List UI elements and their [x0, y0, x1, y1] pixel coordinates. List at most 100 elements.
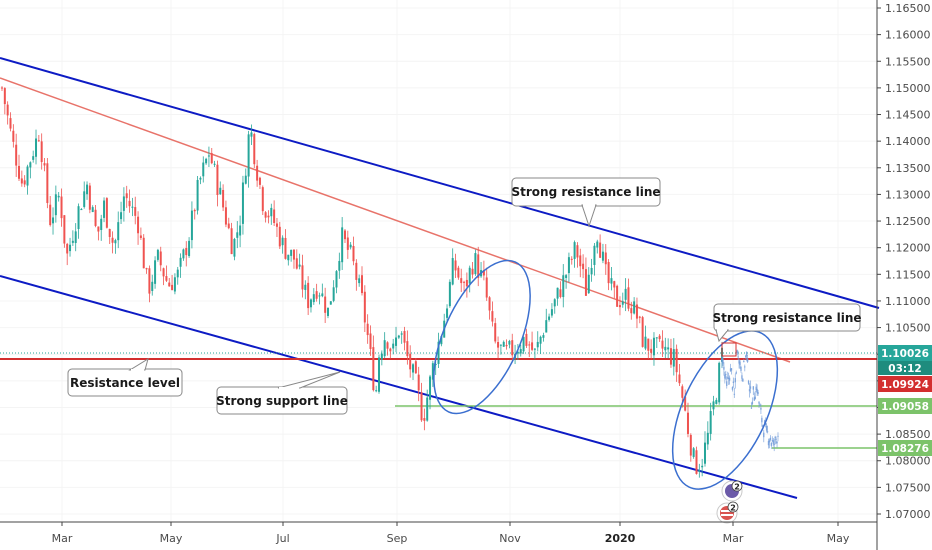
- candle-body: [647, 338, 650, 351]
- candle-body: [409, 353, 412, 370]
- candle-body: [12, 130, 15, 142]
- projection-body: [759, 404, 761, 406]
- candle-body: [83, 191, 86, 207]
- support-price-label-2: 1.08276: [878, 440, 932, 456]
- candle-body: [488, 297, 491, 311]
- candle-body: [596, 241, 599, 248]
- x-tick-label: Jul: [275, 532, 289, 545]
- candle-body: [709, 411, 712, 434]
- projection-body: [750, 407, 753, 409]
- candle-body: [652, 337, 655, 356]
- candle-body: [341, 227, 344, 263]
- callout-resistance-level[interactable]: Resistance level: [67, 357, 183, 397]
- candle-body: [346, 237, 349, 250]
- candle-body: [380, 353, 383, 360]
- projection-body: [721, 359, 723, 363]
- candle-body: [624, 288, 627, 300]
- event-badge-2[interactable]: 2: [716, 501, 739, 524]
- candle-body: [471, 268, 474, 275]
- candle-body: [52, 217, 55, 224]
- candle-body: [244, 175, 247, 184]
- candle-body: [491, 311, 494, 322]
- candle-body: [193, 210, 196, 212]
- candle-body: [550, 309, 553, 316]
- candle-body: [224, 207, 227, 225]
- candle-body: [570, 258, 573, 260]
- projection-body: [760, 407, 762, 410]
- candle-body: [233, 238, 236, 257]
- candle-body: [539, 336, 542, 344]
- candle-body: [298, 264, 301, 267]
- candle-body: [545, 320, 548, 333]
- candle-body: [533, 348, 536, 350]
- candle-body: [168, 282, 171, 287]
- event-badge-1[interactable]: 2: [721, 480, 743, 502]
- candle-body: [88, 185, 91, 210]
- candle-body: [91, 207, 94, 213]
- x-tick-label: Nov: [499, 532, 521, 545]
- candle-body: [695, 450, 698, 474]
- y-tick-label: 1.15500: [885, 55, 931, 68]
- candle-body: [536, 341, 539, 348]
- plot-area[interactable]: [0, 0, 877, 522]
- candle-body: [599, 242, 602, 258]
- callout-support-line[interactable]: Strong support line: [216, 371, 348, 415]
- x-tick-label: May: [160, 532, 183, 545]
- candle-body: [689, 434, 692, 456]
- candle-body: [103, 200, 106, 218]
- candle-body: [253, 134, 256, 165]
- event-badge-1-count: 2: [734, 483, 740, 492]
- callout-resistance-top-text: Strong resistance line: [511, 185, 660, 199]
- candle-body: [465, 279, 468, 287]
- projection-body: [777, 435, 779, 437]
- candle-body: [125, 193, 128, 199]
- candle-body: [383, 340, 386, 357]
- candle-body: [397, 335, 400, 338]
- candle-body: [179, 257, 182, 267]
- projection-body: [744, 366, 746, 368]
- candle-body: [511, 340, 514, 356]
- candle-body: [644, 336, 647, 349]
- candle-body: [290, 249, 293, 256]
- candle-body: [275, 223, 278, 227]
- candle-body: [9, 118, 12, 129]
- candle-body: [134, 207, 137, 216]
- countdown-label: 03:12: [878, 361, 932, 375]
- candle-body: [528, 344, 531, 346]
- candle-body: [154, 260, 157, 284]
- candle-body: [497, 342, 500, 348]
- callout-resistance-right[interactable]: Strong resistance line: [712, 303, 862, 343]
- event-badge-2-count: 2: [730, 504, 736, 513]
- x-axis-ticks[interactable]: Mar May Jul Sep Nov 2020 Mar May: [52, 522, 850, 545]
- projection-body: [764, 420, 766, 424]
- candle-body: [151, 281, 154, 291]
- y-tick-label: 1.11000: [885, 295, 931, 308]
- candle-body: [434, 364, 437, 366]
- candle-body: [349, 244, 352, 248]
- projection-body: [753, 397, 755, 401]
- candle-body: [610, 278, 613, 284]
- candle-body: [312, 294, 315, 303]
- callout-support-line-text: Strong support line: [216, 394, 348, 408]
- callout-resistance-top[interactable]: Strong resistance line: [511, 177, 661, 228]
- candle-body: [20, 178, 23, 184]
- candle-body: [361, 275, 363, 294]
- projection-body: [742, 378, 744, 382]
- candle-body: [318, 295, 321, 297]
- candle-body: [587, 274, 590, 294]
- candle-body: [579, 255, 582, 267]
- candle-body: [343, 230, 346, 240]
- candle-body: [213, 163, 216, 165]
- projection-body: [726, 377, 729, 379]
- y-tick-label: 1.08500: [885, 428, 931, 441]
- candle-body: [182, 249, 185, 259]
- candle-body: [145, 268, 148, 270]
- projection-body: [740, 366, 742, 371]
- candle-body: [241, 182, 244, 224]
- candle-body: [429, 376, 432, 400]
- candle-body: [358, 278, 361, 284]
- candle-body: [278, 226, 281, 247]
- candle-body: [655, 337, 658, 339]
- candle-body: [669, 348, 672, 365]
